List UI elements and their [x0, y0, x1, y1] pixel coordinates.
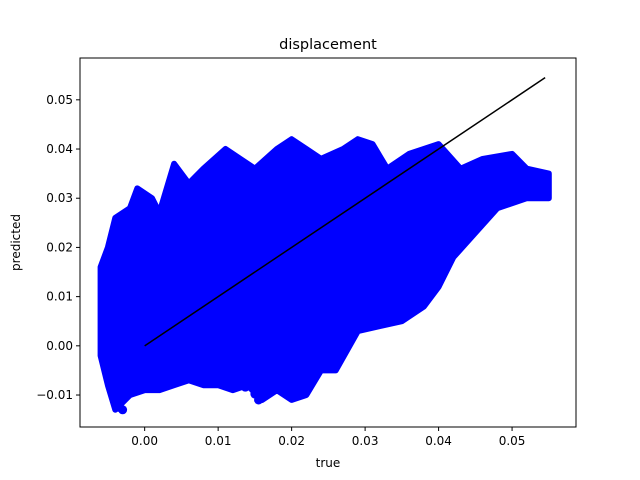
y-tick-label: 0.02 — [46, 240, 73, 254]
scatter-point — [294, 385, 304, 395]
scatter-point — [193, 375, 203, 385]
scatter-point — [114, 402, 124, 412]
y-tick-label: 0.03 — [46, 191, 73, 205]
y-tick-label: −0.01 — [36, 388, 73, 402]
scatter-point — [234, 374, 244, 384]
scatter-point — [268, 380, 278, 390]
x-tick-label: 0.01 — [205, 434, 232, 448]
scatter-point — [121, 390, 131, 400]
y-tick-label: 0.00 — [46, 339, 73, 353]
y-tick-label: 0.05 — [46, 93, 73, 107]
identity-line — [144, 77, 546, 347]
x-tick-label: 0.03 — [352, 434, 379, 448]
y-axis-title: predicted — [9, 214, 23, 271]
x-tick-label: 0.02 — [278, 434, 305, 448]
x-tick-label: 0.05 — [499, 434, 526, 448]
scatter-point — [240, 382, 250, 392]
y-tick-label: 0.04 — [46, 142, 73, 156]
plot-layer — [97, 77, 552, 415]
x-tick-label: 0.00 — [131, 434, 158, 448]
ticks-layer: 0.00 0.01 0.02 0.03 0.04 0.05 −0.01 0.00 0.01 0.0… — [36, 93, 525, 448]
scatter-point — [153, 380, 163, 390]
scatter-point — [254, 395, 264, 405]
axes-frame — [79, 57, 577, 428]
y-tick-label: 0.01 — [46, 290, 73, 304]
chart-title: displacement — [279, 37, 377, 53]
scatter-point — [219, 370, 229, 380]
scatter-point — [283, 388, 293, 398]
scatter-point — [180, 373, 190, 383]
x-tick-label: 0.04 — [425, 434, 452, 448]
scatter-point — [206, 378, 216, 388]
scatter-point — [165, 375, 175, 385]
x-axis-title: true — [316, 456, 341, 470]
